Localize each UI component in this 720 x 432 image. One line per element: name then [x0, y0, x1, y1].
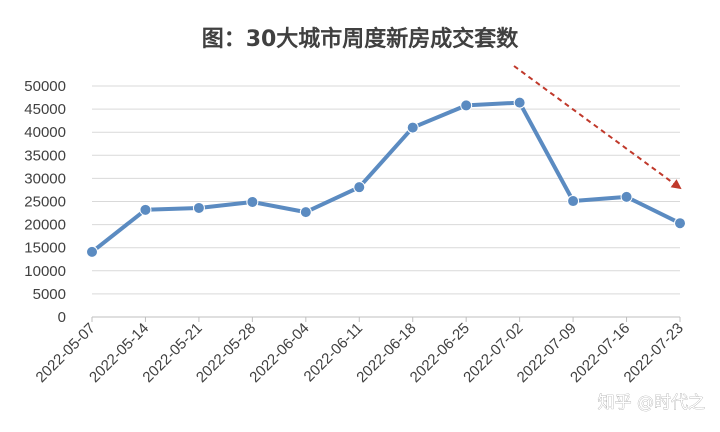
y-tick-label-15000: 15000 — [24, 240, 66, 257]
gridlines — [92, 85, 680, 318]
data-point-2022-05-14 — [139, 203, 152, 216]
data-point-2022-05-28 — [246, 195, 259, 208]
chart-title: 图：30大城市周度新房成交套数 — [202, 26, 520, 52]
y-tick-label-30000: 30000 — [24, 170, 66, 187]
y-tick-label-25000: 25000 — [24, 194, 66, 211]
y-tick-label-45000: 45000 — [24, 101, 66, 118]
data-point-2022-06-04 — [299, 206, 312, 219]
data-point-2022-05-21 — [192, 201, 205, 214]
data-point-2022-06-11 — [353, 181, 366, 194]
y-tick-label-50000: 50000 — [24, 78, 66, 95]
series-markers — [86, 96, 686, 258]
data-point-2022-06-18 — [406, 121, 419, 134]
series-line — [90, 100, 682, 254]
data-point-2022-05-07 — [86, 245, 98, 258]
watermark-text: 知乎 @时代之 — [598, 393, 705, 413]
y-axis-tick-labels: 0 5000 10000 15000 20000 25000 30000 35000 40000… — [24, 78, 66, 326]
y-tick-label-40000: 40000 — [24, 124, 66, 141]
series-polyline — [90, 100, 682, 254]
x-axis — [91, 316, 681, 322]
data-point-2022-06-25 — [460, 99, 473, 112]
data-point-2022-07-16 — [620, 190, 633, 203]
data-point-2022-07-09 — [567, 195, 580, 208]
y-tick-label-10000: 10000 — [24, 263, 66, 280]
trend-arrow-line — [513, 65, 682, 190]
trend-arrow — [513, 65, 682, 190]
y-tick-label-20000: 20000 — [24, 217, 66, 234]
y-tick-label-35000: 35000 — [24, 147, 66, 164]
data-point-2022-07-23 — [674, 217, 686, 230]
data-point-2022-07-02 — [513, 96, 526, 109]
y-tick-label-5000: 5000 — [33, 286, 66, 303]
y-tick-label-0: 0 — [58, 309, 66, 326]
x-axis-tick-labels: 2022-05-072022-05-142022-05-212022-05-28… — [33, 320, 687, 386]
